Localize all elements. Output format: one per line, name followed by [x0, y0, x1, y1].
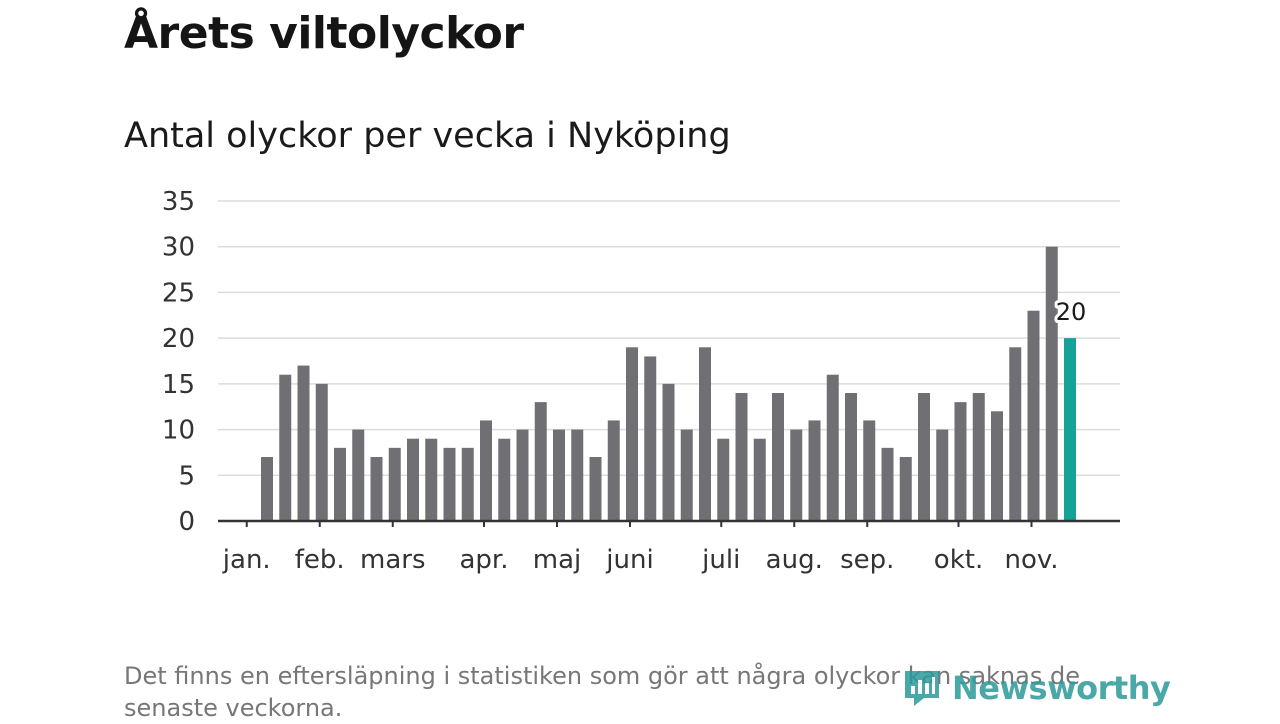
bar-chart: 0 5 10 15 20 25 30 35 jan. feb. mars apr. maj juni jul…	[162, 187, 1120, 575]
bar	[443, 447, 456, 521]
bar	[1009, 347, 1022, 521]
x-tick-label: okt.	[934, 545, 983, 575]
bar	[680, 429, 693, 521]
bar	[480, 420, 492, 521]
newsworthy-logo-icon	[905, 671, 939, 706]
bar	[863, 420, 876, 521]
highlighted-bar	[1064, 338, 1076, 521]
y-tick-label: 15	[162, 370, 195, 400]
x-tick-label: aug.	[766, 545, 823, 575]
x-tick-label: apr.	[459, 545, 508, 575]
y-tick-label: 30	[162, 233, 195, 263]
brand-name: Newsworthy	[952, 669, 1171, 707]
bar	[352, 429, 365, 521]
bar	[498, 438, 511, 521]
x-tick-label: maj	[533, 545, 581, 575]
bar	[388, 447, 401, 521]
bar	[918, 393, 930, 521]
bar	[826, 374, 839, 521]
chart-title: Årets viltolyckor	[124, 8, 524, 59]
bar	[936, 429, 949, 521]
bar	[954, 402, 967, 521]
y-tick-label: 0	[178, 507, 195, 537]
x-tick-label: sep.	[840, 545, 894, 575]
y-tick-label: 5	[178, 461, 195, 491]
bar	[315, 383, 328, 521]
bar	[808, 420, 821, 521]
bar	[772, 393, 784, 521]
y-tick-label: 20	[162, 324, 195, 354]
bar	[553, 429, 565, 521]
bar	[662, 383, 675, 521]
bar	[644, 356, 657, 521]
bar	[735, 393, 748, 521]
x-tick-label: feb.	[295, 545, 345, 575]
x-tick-label: mars	[360, 545, 426, 575]
x-tick-label: jan.	[222, 545, 271, 575]
bar	[899, 457, 912, 521]
bar	[881, 447, 894, 521]
bar	[1027, 310, 1040, 521]
x-tick-label: juli	[701, 545, 740, 575]
x-tick-label: nov.	[1004, 545, 1058, 575]
bar	[589, 457, 602, 521]
newsworthy-logo: Newsworthy	[902, 668, 1171, 708]
bar	[516, 429, 529, 521]
bar	[972, 393, 985, 521]
highlight-data-label: 20	[1056, 298, 1087, 326]
bar	[790, 429, 803, 521]
bar	[1045, 246, 1058, 521]
bar	[461, 447, 474, 521]
bar	[717, 438, 730, 521]
bar	[626, 347, 638, 521]
y-tick-label: 10	[162, 416, 195, 446]
bar	[261, 457, 273, 521]
bar	[279, 374, 292, 521]
bar	[991, 411, 1003, 521]
bar	[607, 420, 620, 521]
bar	[334, 447, 346, 521]
bar	[699, 347, 711, 521]
y-tick-label: 35	[162, 187, 195, 217]
bar	[370, 457, 383, 521]
chart-subtitle: Antal olyckor per vecka i Nyköping	[124, 116, 731, 156]
x-tick-label: juni	[605, 545, 653, 575]
y-tick-label: 25	[162, 278, 195, 308]
bar	[753, 438, 766, 521]
bar	[571, 429, 584, 521]
bar	[534, 402, 547, 521]
bar	[425, 438, 438, 521]
bar	[297, 365, 310, 521]
bar	[407, 438, 419, 521]
bar	[845, 393, 857, 521]
